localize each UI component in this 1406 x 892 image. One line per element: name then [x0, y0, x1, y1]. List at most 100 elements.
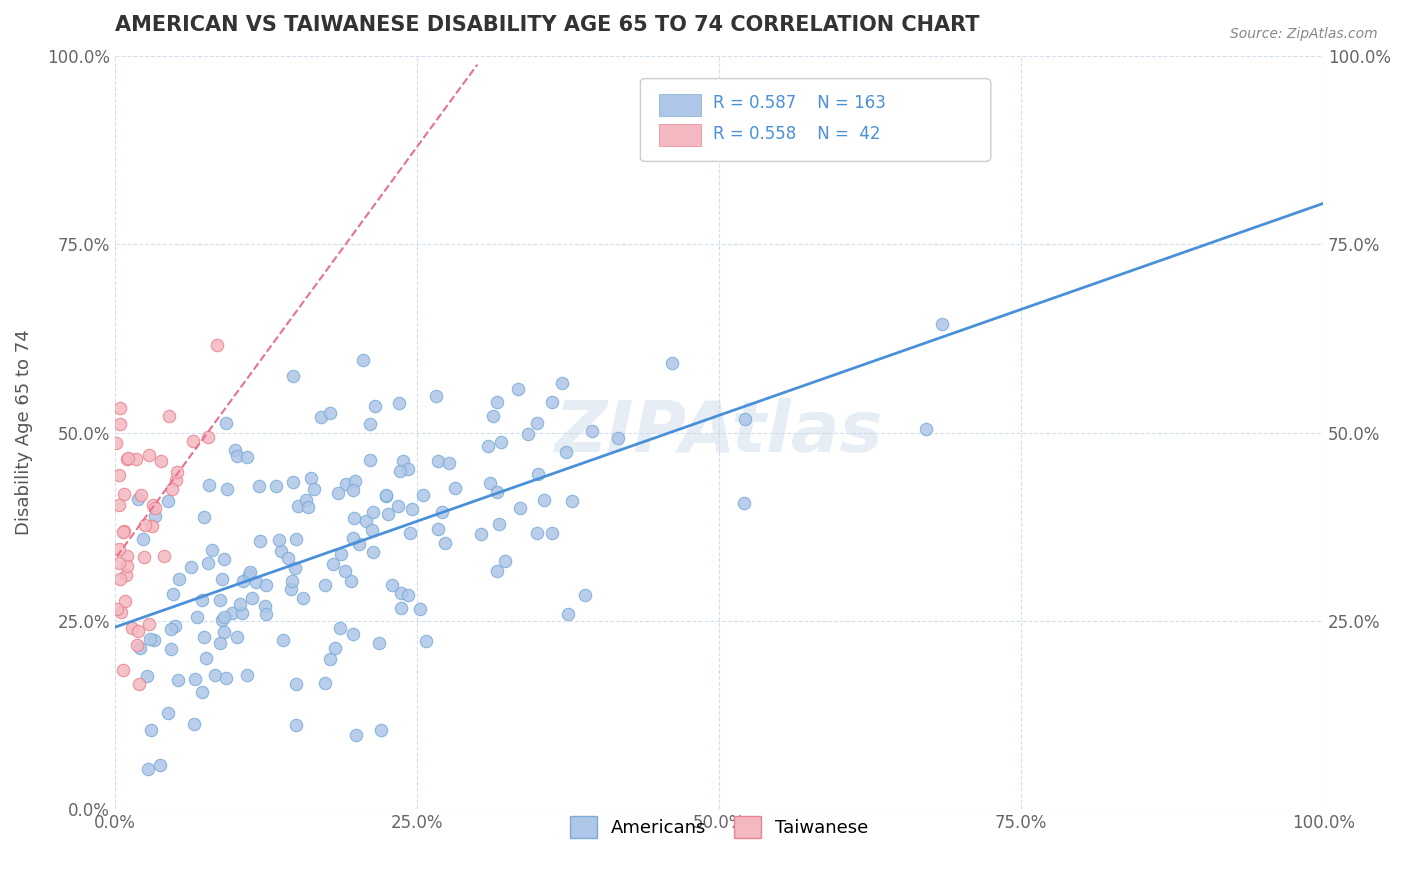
Point: [226, 630, 249, 644]
Point: [396, 588, 419, 602]
Point: [181, 434, 204, 449]
Point: [408, 602, 430, 616]
Point: [485, 395, 508, 409]
Point: [333, 564, 356, 578]
Point: [533, 492, 555, 507]
Point: [527, 467, 550, 481]
Point: [342, 531, 364, 545]
Point: [254, 607, 277, 622]
Point: [201, 543, 224, 558]
Point: [396, 462, 419, 476]
Point: [321, 557, 343, 571]
Point: [391, 454, 413, 468]
Point: [285, 677, 308, 691]
Point: [389, 600, 412, 615]
Point: [508, 382, 530, 396]
Text: Source: ZipAtlas.com: Source: ZipAtlas.com: [1230, 27, 1378, 41]
Point: [224, 443, 246, 458]
Point: [238, 568, 260, 582]
Point: [574, 588, 596, 602]
Point: [267, 533, 290, 548]
Point: [165, 473, 187, 487]
Point: [367, 636, 389, 650]
Point: [607, 431, 630, 445]
Point: [212, 624, 235, 639]
Point: [734, 412, 756, 426]
Point: [914, 422, 936, 436]
Point: [191, 593, 214, 607]
Y-axis label: Disability Age 65 to 74: Disability Age 65 to 74: [15, 330, 32, 535]
Point: [470, 527, 492, 541]
Point: [212, 609, 235, 624]
Point: [342, 483, 364, 497]
Point: [211, 573, 233, 587]
Point: [143, 632, 166, 647]
Text: R = 0.558    N =  42: R = 0.558 N = 42: [713, 125, 880, 143]
Point: [121, 621, 143, 635]
Text: ZIPAtlas: ZIPAtlas: [555, 398, 883, 467]
Point: [314, 676, 336, 690]
Point: [291, 591, 314, 606]
Point: [302, 482, 325, 496]
Point: [253, 599, 276, 613]
Point: [141, 519, 163, 533]
Point: [249, 534, 271, 549]
Point: [517, 426, 540, 441]
Point: [284, 560, 307, 574]
Point: [239, 565, 262, 579]
Point: [107, 499, 129, 513]
Point: [108, 417, 131, 432]
Point: [186, 610, 208, 624]
Point: [125, 451, 148, 466]
Point: [342, 627, 364, 641]
Point: [184, 672, 207, 686]
Point: [156, 706, 179, 721]
Point: [221, 606, 243, 620]
Point: [128, 640, 150, 655]
Point: [105, 435, 128, 450]
Point: [136, 763, 159, 777]
Point: [162, 587, 184, 601]
FancyBboxPatch shape: [658, 124, 700, 146]
Point: [114, 594, 136, 608]
Point: [235, 450, 257, 465]
Point: [264, 479, 287, 493]
Point: [193, 510, 215, 524]
Point: [361, 523, 384, 537]
Point: [115, 549, 138, 563]
Point: [138, 632, 160, 647]
Point: [138, 448, 160, 462]
Point: [347, 537, 370, 551]
Point: [166, 465, 188, 479]
Point: [359, 452, 381, 467]
Point: [115, 451, 138, 466]
Point: [389, 464, 412, 478]
Point: [214, 552, 236, 566]
Point: [401, 501, 423, 516]
Point: [485, 565, 508, 579]
Point: [377, 508, 399, 522]
Point: [139, 723, 162, 738]
Point: [443, 481, 465, 495]
Point: [343, 474, 366, 488]
Point: [509, 501, 531, 516]
Point: [309, 410, 332, 425]
Point: [211, 613, 233, 627]
Point: [112, 524, 135, 538]
Point: [931, 317, 953, 331]
Point: [297, 500, 319, 514]
Point: [160, 622, 183, 636]
Point: [277, 551, 299, 566]
Point: [388, 396, 411, 410]
Point: [273, 632, 295, 647]
Point: [112, 524, 135, 539]
Point: [129, 488, 152, 502]
Point: [374, 489, 396, 503]
Point: [204, 668, 226, 682]
Point: [128, 677, 150, 691]
Point: [314, 578, 336, 592]
Point: [167, 673, 190, 687]
Point: [217, 482, 239, 496]
Point: [208, 593, 231, 607]
Point: [143, 500, 166, 515]
